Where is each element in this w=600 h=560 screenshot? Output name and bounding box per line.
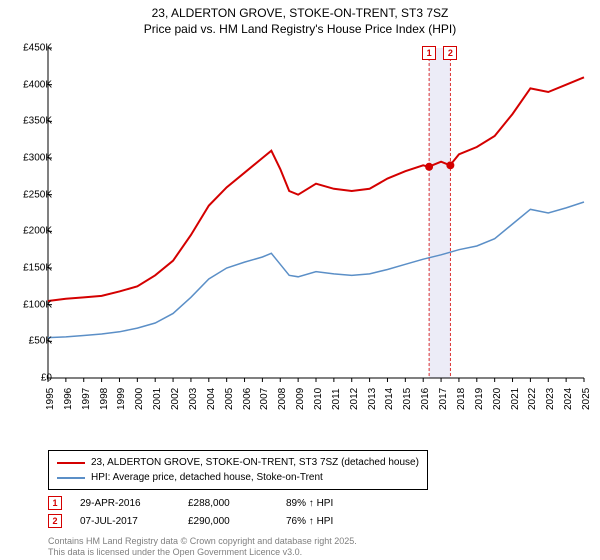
x-axis-tick-label: 2005: [224, 388, 235, 410]
x-axis-tick-label: 2003: [188, 388, 199, 410]
legend-item: 23, ALDERTON GROVE, STOKE-ON-TRENT, ST3 …: [57, 455, 419, 470]
x-axis-tick-label: 2000: [134, 388, 145, 410]
y-axis-tick-label: £450K: [6, 43, 52, 54]
x-axis-tick-label: 1996: [63, 388, 74, 410]
x-axis-tick-label: 2009: [295, 388, 306, 410]
x-axis-tick-label: 2011: [331, 388, 342, 410]
marker-badge: 1: [48, 496, 62, 510]
marker-date: 07-JUL-2017: [80, 516, 170, 527]
y-axis-tick-label: £0: [6, 373, 52, 384]
x-axis-tick-label: 2025: [581, 388, 592, 410]
x-axis-tick-label: 2023: [545, 388, 556, 410]
footer-attribution: Contains HM Land Registry data © Crown c…: [48, 536, 357, 558]
x-axis-tick-label: 2010: [313, 388, 324, 410]
marker-row: 2 07-JUL-2017 £290,000 76% ↑ HPI: [48, 514, 386, 528]
y-axis-tick-label: £400K: [6, 79, 52, 90]
x-axis-tick-label: 2018: [456, 388, 467, 410]
marker-price: £288,000: [188, 498, 268, 509]
marker-row: 1 29-APR-2016 £288,000 89% ↑ HPI: [48, 496, 386, 510]
x-axis-tick-label: 2008: [277, 388, 288, 410]
chart-plot-area: [48, 44, 588, 414]
legend-swatch: [57, 462, 85, 464]
title-line-2: Price paid vs. HM Land Registry's House …: [0, 22, 600, 38]
footer-line-2: This data is licensed under the Open Gov…: [48, 547, 357, 558]
marker-date: 29-APR-2016: [80, 498, 170, 509]
x-axis-tick-label: 2020: [492, 388, 503, 410]
x-axis-tick-label: 1997: [81, 388, 92, 410]
y-axis-tick-label: £50K: [6, 336, 52, 347]
chart-marker-badge: 1: [422, 46, 436, 60]
x-axis-tick-label: 1995: [45, 388, 56, 410]
x-axis-tick-label: 2012: [349, 388, 360, 410]
legend: 23, ALDERTON GROVE, STOKE-ON-TRENT, ST3 …: [48, 450, 428, 490]
marker-table: 1 29-APR-2016 £288,000 89% ↑ HPI 2 07-JU…: [48, 496, 386, 532]
x-axis-tick-label: 2014: [384, 388, 395, 410]
x-axis-tick-label: 2002: [170, 388, 181, 410]
marker-price: £290,000: [188, 516, 268, 527]
legend-label: 23, ALDERTON GROVE, STOKE-ON-TRENT, ST3 …: [91, 455, 419, 470]
marker-pct: 76% ↑ HPI: [286, 516, 386, 527]
x-axis-tick-label: 2017: [438, 388, 449, 410]
y-axis-tick-label: £200K: [6, 226, 52, 237]
chart-svg: [48, 44, 588, 414]
x-axis-tick-label: 2024: [563, 388, 574, 410]
x-axis-tick-label: 2019: [474, 388, 485, 410]
x-axis-tick-label: 2013: [367, 388, 378, 410]
x-axis-tick-label: 1998: [99, 388, 110, 410]
y-axis-tick-label: £150K: [6, 263, 52, 274]
chart-container: 23, ALDERTON GROVE, STOKE-ON-TRENT, ST3 …: [0, 0, 600, 560]
x-axis-tick-label: 2021: [510, 388, 521, 410]
x-axis-tick-label: 2016: [420, 388, 431, 410]
y-axis-tick-label: £300K: [6, 153, 52, 164]
y-axis-tick-label: £250K: [6, 189, 52, 200]
legend-label: HPI: Average price, detached house, Stok…: [91, 470, 323, 485]
x-axis-tick-label: 1999: [116, 388, 127, 410]
title-line-1: 23, ALDERTON GROVE, STOKE-ON-TRENT, ST3 …: [0, 6, 600, 22]
marker-pct: 89% ↑ HPI: [286, 498, 386, 509]
x-axis-tick-label: 2006: [242, 388, 253, 410]
y-axis-tick-label: £350K: [6, 116, 52, 127]
chart-marker-badge: 2: [443, 46, 457, 60]
x-axis-tick-label: 2015: [402, 388, 413, 410]
footer-line-1: Contains HM Land Registry data © Crown c…: [48, 536, 357, 547]
y-axis-tick-label: £100K: [6, 299, 52, 310]
chart-title: 23, ALDERTON GROVE, STOKE-ON-TRENT, ST3 …: [0, 0, 600, 37]
x-axis-tick-label: 2022: [527, 388, 538, 410]
x-axis-tick-label: 2007: [259, 388, 270, 410]
marker-badge: 2: [48, 514, 62, 528]
legend-swatch: [57, 477, 85, 479]
legend-item: HPI: Average price, detached house, Stok…: [57, 470, 419, 485]
x-axis-tick-label: 2004: [206, 388, 217, 410]
x-axis-tick-label: 2001: [152, 388, 163, 410]
